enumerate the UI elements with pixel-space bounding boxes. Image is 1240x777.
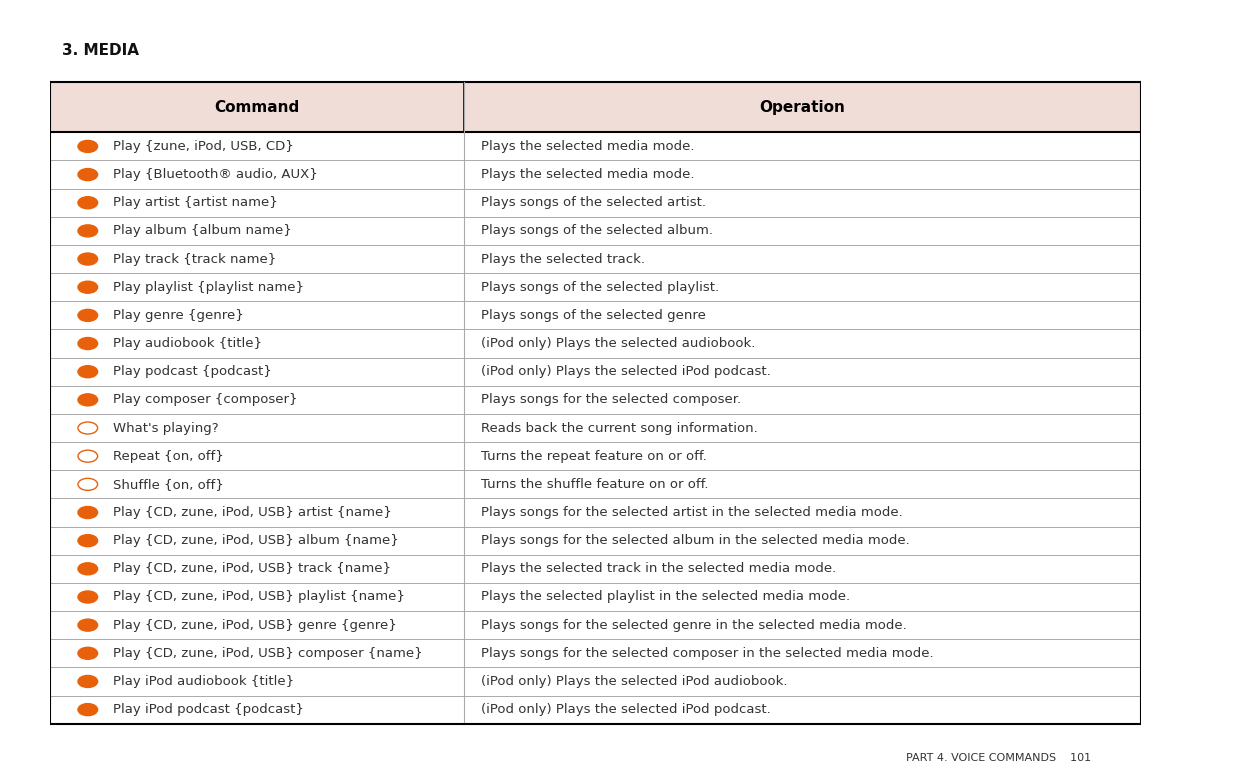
Text: Play track {track name}: Play track {track name} (113, 253, 277, 266)
Text: Plays the selected playlist in the selected media mode.: Plays the selected playlist in the selec… (481, 591, 849, 604)
Text: Play iPod audiobook {title}: Play iPod audiobook {title} (113, 675, 294, 688)
Text: Plays the selected media mode.: Plays the selected media mode. (481, 140, 694, 153)
Circle shape (78, 141, 98, 152)
Circle shape (78, 535, 98, 547)
Text: Plays songs of the selected playlist.: Plays songs of the selected playlist. (481, 280, 719, 294)
Text: (iPod only) Plays the selected audiobook.: (iPod only) Plays the selected audiobook… (481, 337, 755, 350)
Text: Play {CD, zune, iPod, USB} album {name}: Play {CD, zune, iPod, USB} album {name} (113, 534, 398, 547)
Text: PART 4. VOICE COMMANDS    101: PART 4. VOICE COMMANDS 101 (906, 753, 1091, 763)
Text: (iPod only) Plays the selected iPod podcast.: (iPod only) Plays the selected iPod podc… (481, 365, 770, 378)
Text: (iPod only) Plays the selected iPod podcast.: (iPod only) Plays the selected iPod podc… (481, 703, 770, 716)
Text: Plays the selected track in the selected media mode.: Plays the selected track in the selected… (481, 563, 836, 575)
Circle shape (78, 647, 98, 660)
Text: Play {CD, zune, iPod, USB} track {name}: Play {CD, zune, iPod, USB} track {name} (113, 563, 391, 575)
Text: What's playing?: What's playing? (113, 421, 218, 434)
Circle shape (78, 366, 98, 378)
Text: 3. MEDIA: 3. MEDIA (62, 43, 139, 57)
Text: Play playlist {playlist name}: Play playlist {playlist name} (113, 280, 304, 294)
Text: Plays songs for the selected genre in the selected media mode.: Plays songs for the selected genre in th… (481, 618, 906, 632)
Text: Plays songs of the selected artist.: Plays songs of the selected artist. (481, 197, 706, 209)
Text: Play composer {composer}: Play composer {composer} (113, 393, 298, 406)
Text: Plays the selected media mode.: Plays the selected media mode. (481, 168, 694, 181)
Circle shape (78, 704, 98, 716)
Text: Play artist {artist name}: Play artist {artist name} (113, 197, 278, 209)
Text: Plays songs for the selected composer.: Plays songs for the selected composer. (481, 393, 740, 406)
Text: Plays songs of the selected album.: Plays songs of the selected album. (481, 225, 713, 238)
Text: Command: Command (215, 99, 300, 115)
Text: Turns the shuffle feature on or off.: Turns the shuffle feature on or off. (481, 478, 708, 491)
Text: Play iPod podcast {podcast}: Play iPod podcast {podcast} (113, 703, 304, 716)
Text: Plays songs of the selected genre: Plays songs of the selected genre (481, 309, 706, 322)
Text: P A R T  4    V O I C E  C O M M A N D S: P A R T 4 V O I C E C O M M A N D S (1174, 307, 1184, 486)
Text: Plays songs for the selected artist in the selected media mode.: Plays songs for the selected artist in t… (481, 506, 903, 519)
Text: Play {Bluetooth® audio, AUX}: Play {Bluetooth® audio, AUX} (113, 168, 317, 181)
Text: Operation: Operation (760, 99, 846, 115)
Text: Play podcast {podcast}: Play podcast {podcast} (113, 365, 272, 378)
Text: Plays songs for the selected album in the selected media mode.: Plays songs for the selected album in th… (481, 534, 909, 547)
Text: Shuffle {on, off}: Shuffle {on, off} (113, 478, 223, 491)
Text: Play audiobook {title}: Play audiobook {title} (113, 337, 262, 350)
Circle shape (78, 337, 98, 350)
Text: Turns the repeat feature on or off.: Turns the repeat feature on or off. (481, 450, 707, 462)
Circle shape (78, 675, 98, 688)
Circle shape (78, 563, 98, 575)
Text: Play album {album name}: Play album {album name} (113, 225, 291, 238)
Text: Plays songs for the selected composer in the selected media mode.: Plays songs for the selected composer in… (481, 646, 934, 660)
Text: Play genre {genre}: Play genre {genre} (113, 309, 243, 322)
Text: Reads back the current song information.: Reads back the current song information. (481, 421, 758, 434)
Circle shape (78, 394, 98, 406)
Text: Play {CD, zune, iPod, USB} composer {name}: Play {CD, zune, iPod, USB} composer {nam… (113, 646, 423, 660)
Text: Play {zune, iPod, USB, CD}: Play {zune, iPod, USB, CD} (113, 140, 294, 153)
Text: Play {CD, zune, iPod, USB} playlist {name}: Play {CD, zune, iPod, USB} playlist {nam… (113, 591, 404, 604)
Text: Play {CD, zune, iPod, USB} genre {genre}: Play {CD, zune, iPod, USB} genre {genre} (113, 618, 397, 632)
Circle shape (78, 281, 98, 293)
Circle shape (78, 591, 98, 603)
Circle shape (78, 309, 98, 322)
Text: Play {CD, zune, iPod, USB} artist {name}: Play {CD, zune, iPod, USB} artist {name} (113, 506, 392, 519)
Circle shape (78, 507, 98, 518)
Text: Repeat {on, off}: Repeat {on, off} (113, 450, 223, 462)
Text: (iPod only) Plays the selected iPod audiobook.: (iPod only) Plays the selected iPod audi… (481, 675, 787, 688)
Circle shape (78, 169, 98, 180)
Circle shape (78, 619, 98, 631)
Circle shape (78, 197, 98, 209)
Text: Plays the selected track.: Plays the selected track. (481, 253, 645, 266)
Circle shape (78, 253, 98, 265)
Circle shape (78, 225, 98, 237)
Bar (50, 82, 1141, 132)
